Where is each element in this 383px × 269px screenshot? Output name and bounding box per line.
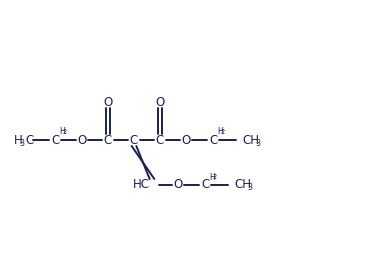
Text: O: O <box>173 179 183 192</box>
Text: 2: 2 <box>213 174 217 180</box>
Text: O: O <box>77 133 87 147</box>
Text: 3: 3 <box>255 139 260 147</box>
Text: C: C <box>25 133 33 147</box>
Text: 2: 2 <box>63 129 67 135</box>
Text: C: C <box>209 133 217 147</box>
Text: C: C <box>156 133 164 147</box>
Text: HC: HC <box>133 179 150 192</box>
Text: 2: 2 <box>221 129 225 135</box>
Text: H: H <box>217 128 223 136</box>
Text: O: O <box>103 95 113 108</box>
Text: O: O <box>182 133 191 147</box>
Text: H: H <box>14 133 23 147</box>
Text: 3: 3 <box>247 183 252 193</box>
Text: C: C <box>130 133 138 147</box>
Text: O: O <box>155 95 165 108</box>
Text: H: H <box>209 172 215 182</box>
Text: CH: CH <box>234 179 251 192</box>
Text: C: C <box>201 179 209 192</box>
Text: H: H <box>59 128 65 136</box>
Text: CH: CH <box>242 133 259 147</box>
Text: C: C <box>51 133 59 147</box>
Text: C: C <box>104 133 112 147</box>
Text: 3: 3 <box>19 139 24 147</box>
